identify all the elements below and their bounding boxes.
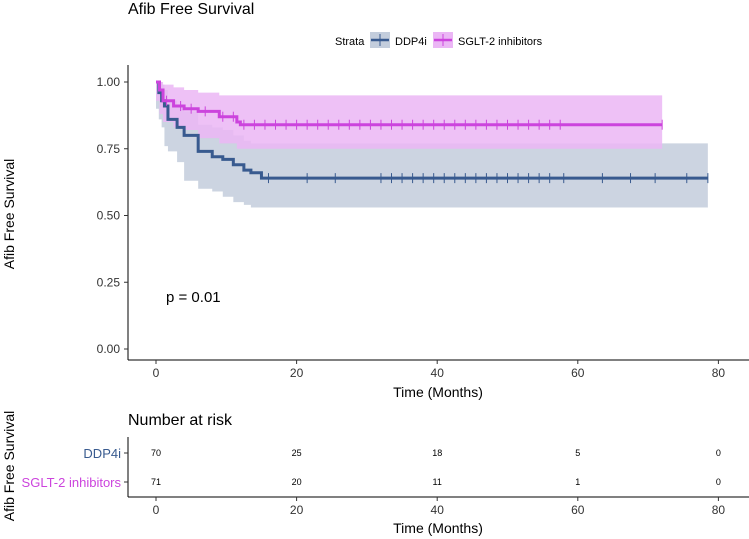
risk-count-sglt2: 1	[575, 477, 580, 487]
y-tick-label: 0.25	[97, 275, 121, 289]
risk-count-sglt2: 71	[151, 477, 161, 487]
x-tick-label: 80	[712, 366, 726, 380]
risk-count-ddp4i: 18	[432, 448, 442, 458]
y-tick-label: 0.75	[97, 142, 121, 156]
x-tick-label: 0	[153, 366, 160, 380]
risk-count-ddp4i: 70	[151, 448, 161, 458]
x-tick-label: 60	[571, 366, 585, 380]
risk-table-title: Number at risk	[128, 412, 233, 429]
censor-marks	[166, 95, 709, 184]
x-tick-label: 40	[431, 503, 445, 517]
chart-title: Afib Free Survival	[128, 1, 254, 18]
legend-label-sglt2: SGLT-2 inhibitors	[458, 36, 543, 48]
main-x-axis-label: Time (Months)	[393, 384, 483, 400]
risk-x-ticks: 0 20 40 60 80	[153, 497, 726, 517]
risk-y-axis-label: Afib Free Survival	[1, 411, 17, 521]
risk-count-sglt2: 11	[433, 477, 442, 487]
legend: Strata DDP4i SGLT-2 inhibitors	[335, 32, 543, 48]
legend-label-ddp4i: DDP4i	[395, 36, 427, 48]
p-value-annotation: p = 0.01	[166, 289, 221, 306]
y-tick-label: 0.50	[97, 209, 121, 223]
risk-row-label-sglt2: SGLT-2 inhibitors	[22, 475, 122, 490]
x-tick-label: 80	[712, 503, 726, 517]
risk-x-axis-label: Time (Months)	[393, 520, 483, 536]
y-tick-label: 1.00	[97, 75, 121, 89]
y-tick-label: 0.00	[97, 342, 121, 356]
x-tick-label: 0	[153, 503, 160, 517]
risk-count-sglt2: 0	[716, 477, 721, 487]
x-tick-label: 20	[290, 366, 304, 380]
legend-title: Strata	[335, 36, 365, 48]
ci-band-sglt2	[156, 82, 663, 149]
main-y-ticks: 0.00 0.25 0.50 0.75 1.00	[97, 75, 128, 356]
main-x-ticks: 0 20 40 60 80	[153, 360, 726, 380]
risk-count-ddp4i: 0	[716, 448, 721, 458]
risk-count-ddp4i: 5	[575, 448, 580, 458]
main-y-axis-label: Afib Free Survival	[1, 159, 17, 269]
x-tick-label: 60	[571, 503, 585, 517]
risk-count-ddp4i: 25	[292, 448, 302, 458]
x-tick-label: 40	[431, 366, 445, 380]
confidence-bands	[156, 82, 708, 208]
x-tick-label: 20	[290, 503, 304, 517]
risk-row-label-ddp4i: DDP4i	[83, 446, 121, 461]
risk-count-sglt2: 20	[292, 477, 302, 487]
